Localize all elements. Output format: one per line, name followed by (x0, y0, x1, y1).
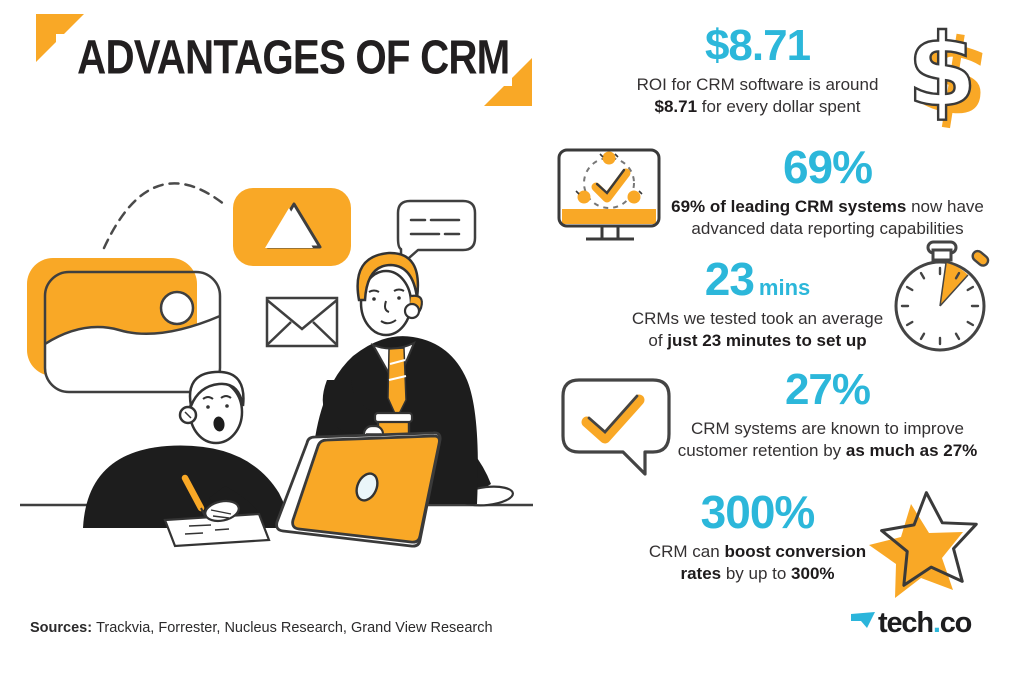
sources-text: Trackvia, Forrester, Nucleus Research, G… (96, 620, 493, 636)
sources-line: Sources: Trackvia, Forrester, Nucleus Res… (30, 620, 493, 636)
stopwatch-icon (894, 240, 990, 352)
corner-bracket-top-left-icon (36, 14, 84, 62)
stat-roi-value: $8.71 (704, 21, 811, 70)
svg-text:$: $ (909, 11, 998, 136)
stat-roi: $8.71 ROI for CRM software is around $8.7… (585, 21, 930, 119)
laptop (275, 431, 442, 548)
envelope-icon (265, 296, 339, 348)
tech-co-logo: tech.co (851, 607, 972, 639)
sources-label: Sources: (30, 620, 93, 636)
stat-setup-time-unit: mins (758, 275, 811, 300)
sitting-person (83, 370, 291, 548)
chat-bubble-icon (396, 199, 477, 267)
stat-retention-desc: CRM systems are known to improve customer… (677, 418, 978, 461)
office-illustration (20, 182, 533, 548)
stat-reporting-desc: 69% of leading CRM systems now have advan… (671, 196, 984, 239)
stat-setup-time-value: 23 (704, 253, 755, 305)
stat-reporting: 69% 69% of leading CRM systems now have a… (655, 144, 1000, 241)
tech-co-arrow-icon (851, 612, 875, 628)
corner-bracket-bottom-right-icon (484, 58, 532, 106)
stat-conversion-value: 300% (700, 486, 816, 538)
stat-setup-time: 23 mins CRMs we tested took an average of … (585, 256, 930, 353)
stat-conversion-desc: CRM can boost conversion rates by up to 3… (648, 541, 867, 584)
page-title: ADVANTAGES OF CRM (77, 31, 510, 85)
logo-wordmark: tech.co (878, 607, 972, 639)
play-icon (233, 188, 351, 266)
title-block: ADVANTAGES OF CRM (36, 14, 532, 106)
svg-text:$: $ (907, 12, 977, 129)
monitor-analytics-icon (557, 148, 661, 241)
stat-conversion: 300% CRM can boost conversion rates by up… (585, 489, 930, 586)
stat-retention-value: 27% (784, 365, 871, 414)
stat-setup-time-desc: CRMs we tested took an average of just 23… (631, 308, 884, 351)
stat-reporting-value: 69% (782, 141, 873, 193)
stat-retention: 27% CRM systems are known to improve cust… (655, 365, 1000, 463)
star-icon (869, 491, 978, 598)
dashed-arc (102, 182, 227, 250)
chat-check-icon (561, 378, 671, 476)
photo-icon (27, 258, 222, 394)
stat-roi-desc: ROI for CRM software is around $8.71 for … (636, 74, 879, 117)
dollar-sign-icon: $ $ (906, 11, 998, 136)
